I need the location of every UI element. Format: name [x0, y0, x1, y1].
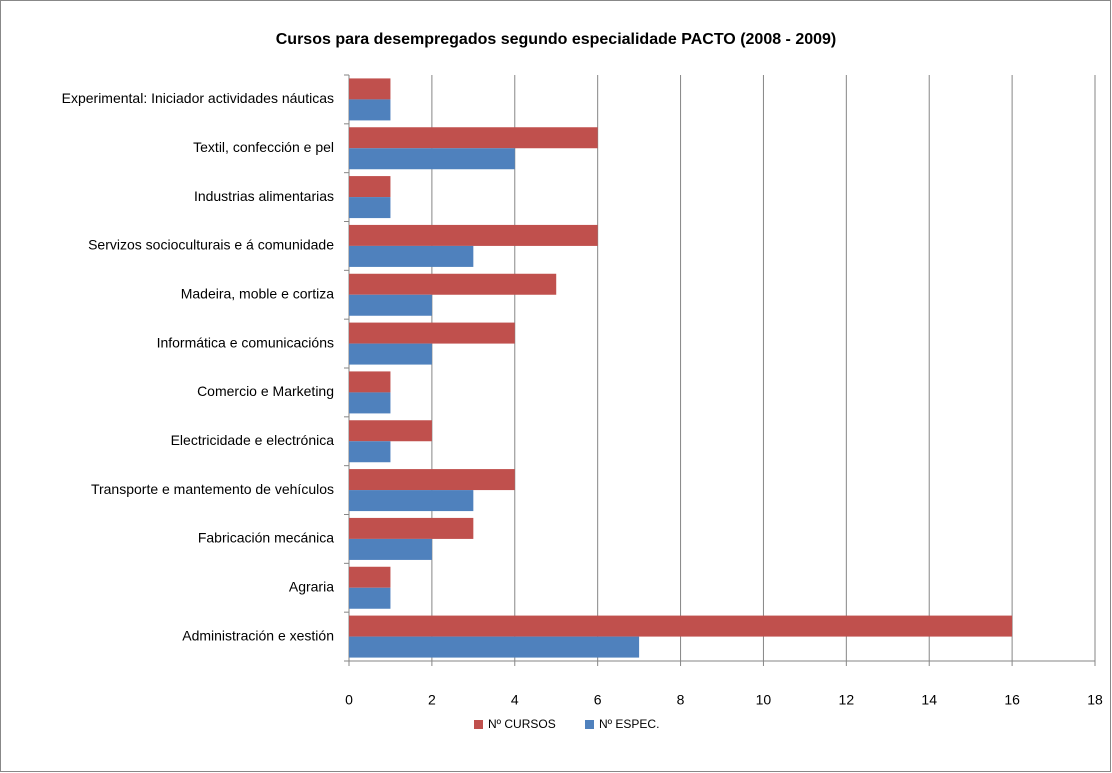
bar — [349, 469, 515, 491]
bar — [349, 148, 515, 170]
bar — [349, 538, 432, 560]
x-tick-label: 14 — [921, 692, 937, 708]
legend-label: Nº CURSOS — [488, 717, 556, 731]
bar — [349, 420, 432, 442]
y-tick-label: Informática e comunicacións — [157, 334, 334, 350]
bar — [349, 197, 391, 219]
y-tick-label: Administración e xestión — [182, 627, 334, 643]
bar — [349, 322, 515, 344]
bar — [349, 371, 391, 393]
y-tick-label: Servizos socioculturais e á comunidade — [88, 237, 334, 253]
y-tick-label: Agraria — [289, 578, 334, 594]
bar — [349, 294, 432, 316]
x-tick-label: 10 — [756, 692, 772, 708]
legend-swatch — [585, 720, 594, 729]
bar — [349, 441, 391, 463]
y-tick-label: Industrias alimentarias — [194, 188, 334, 204]
y-tick-label: Fabricación mecánica — [198, 530, 334, 546]
x-tick-label: 8 — [677, 692, 685, 708]
x-tick-label: 18 — [1087, 692, 1103, 708]
bar — [349, 127, 598, 149]
bar — [349, 587, 391, 609]
bar — [349, 78, 391, 100]
bar — [349, 245, 474, 267]
x-tick-label: 2 — [428, 692, 436, 708]
x-tick-label: 16 — [1004, 692, 1020, 708]
bar — [349, 566, 391, 588]
bar — [349, 176, 391, 198]
bar — [349, 490, 474, 512]
legend-label: Nº ESPEC. — [599, 717, 659, 731]
y-tick-label: Textil, confección e pel — [193, 139, 334, 155]
y-tick-label: Madeira, moble e cortiza — [181, 285, 335, 301]
x-tick-label: 0 — [345, 692, 353, 708]
bar — [349, 517, 474, 539]
bar — [349, 392, 391, 414]
bar — [349, 224, 598, 246]
bar — [349, 615, 1013, 637]
bar — [349, 636, 640, 658]
y-tick-label: Experimental: Iniciador actividades náut… — [62, 90, 334, 106]
x-tick-label: 6 — [594, 692, 602, 708]
y-tick-label: Electricidade e electrónica — [171, 432, 335, 448]
chart-title: Cursos para desempregados segundo especi… — [276, 31, 837, 48]
y-tick-label: Comercio e Marketing — [197, 383, 334, 399]
y-tick-label: Transporte e mantemento de vehículos — [91, 481, 334, 497]
bar — [349, 99, 391, 121]
legend-swatch — [474, 720, 483, 729]
bar — [349, 343, 432, 365]
x-tick-label: 12 — [839, 692, 855, 708]
bar — [349, 273, 557, 295]
x-tick-label: 4 — [511, 692, 519, 708]
